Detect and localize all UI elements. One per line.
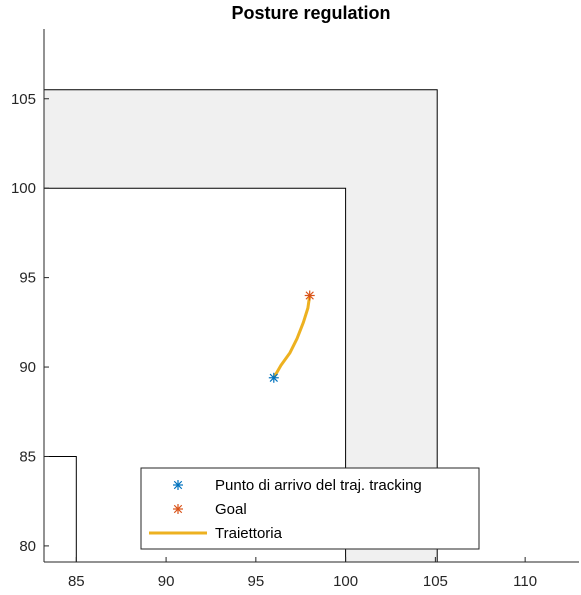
legend-label-0: Punto di arrivo del traj. tracking xyxy=(215,477,422,494)
data-point-tracking-end xyxy=(268,372,279,383)
legend-marker-1 xyxy=(173,504,183,514)
legend-label-2: Traiettoria xyxy=(215,525,283,542)
data-point-goal xyxy=(304,290,315,301)
legend: Punto di arrivo del traj. tracking Goal Tr… xyxy=(140,467,480,550)
chart-title: Posture regulation xyxy=(231,3,390,23)
y-tick-label: 85 xyxy=(19,448,36,465)
x-tick-label: 90 xyxy=(158,573,175,590)
x-tick-label: 100 xyxy=(333,573,358,590)
x-tick-label: 95 xyxy=(248,573,265,590)
x-tick-label: 85 xyxy=(68,573,85,590)
obstacle-corner-wall xyxy=(44,456,77,562)
y-tick-label: 80 xyxy=(19,538,36,555)
x-tick-label: 110 xyxy=(513,573,537,590)
x-tick-label: 105 xyxy=(423,573,448,590)
y-tick-label: 105 xyxy=(11,91,36,108)
legend-label-1: Goal xyxy=(215,501,247,518)
y-tick-label: 90 xyxy=(19,359,36,376)
legend-marker-0 xyxy=(173,480,183,490)
legend-box xyxy=(140,467,480,550)
trajectory-line xyxy=(272,294,312,380)
y-tick-label: 100 xyxy=(11,180,36,197)
y-tick-label: 95 xyxy=(19,270,36,287)
axes: 85 90 95 100 105 110 80 85 90 95 100 105 xyxy=(11,29,579,590)
